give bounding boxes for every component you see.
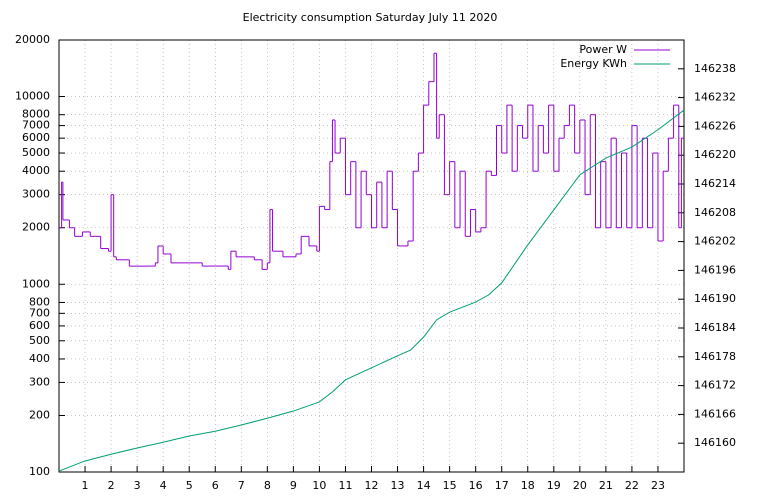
y2-tick-label: 146184: [694, 321, 736, 334]
x-tick-label: 15: [443, 479, 457, 492]
energy-line: [58, 109, 685, 472]
y2-tick-label: 146202: [694, 235, 736, 248]
x-tick-label: 1: [82, 479, 89, 492]
x-tick-label: 3: [134, 479, 141, 492]
x-tick-label: 10: [312, 479, 326, 492]
y2-tick-label: 146226: [694, 119, 736, 132]
y-tick-label: 400: [29, 352, 50, 365]
x-tick-label: 12: [365, 479, 379, 492]
x-tick-label: 14: [417, 479, 431, 492]
x-tick-label: 2: [108, 479, 115, 492]
y2-tick-label: 146208: [694, 206, 736, 219]
y-tick-label: 2000: [22, 221, 50, 234]
x-tick-label: 20: [573, 479, 587, 492]
chart-title: Electricity consumption Saturday July 11…: [243, 11, 498, 24]
y2-tick-label: 146172: [694, 379, 736, 392]
x-tick-label: 16: [469, 479, 483, 492]
y-tick-label: 6000: [22, 131, 50, 144]
x-tick-label: 8: [264, 479, 271, 492]
y-tick-label: 100: [29, 465, 50, 478]
y-tick-label: 200: [29, 408, 50, 421]
x-tick-label: 19: [547, 479, 561, 492]
x-tick-label: 6: [212, 479, 219, 492]
y-tick-label: 3000: [22, 188, 50, 201]
y2-tick-label: 146238: [694, 62, 736, 75]
x-tick-label: 5: [186, 479, 193, 492]
x-tick-label: 21: [599, 479, 613, 492]
y2-tick-label: 146232: [694, 91, 736, 104]
y2-tick-label: 146196: [694, 263, 736, 276]
y-tick-label: 500: [29, 334, 50, 347]
y-tick-label: 7000: [22, 119, 50, 132]
y-tick-label: 8000: [22, 108, 50, 121]
y-tick-label: 10000: [15, 90, 50, 103]
x-tick-label: 9: [290, 479, 297, 492]
y2-tick-label: 146160: [694, 436, 736, 449]
y-tick-label: 5000: [22, 146, 50, 159]
x-tick-label: 22: [625, 479, 639, 492]
x-tick-label: 23: [651, 479, 665, 492]
y-tick-label: 300: [29, 375, 50, 388]
y2-tick-label: 146166: [694, 407, 736, 420]
x-tick-label: 13: [391, 479, 405, 492]
plot-frame: [58, 39, 685, 473]
x-tick-label: 11: [338, 479, 352, 492]
y-tick-label: 600: [29, 319, 50, 332]
y2-tick-label: 146190: [694, 292, 736, 305]
y2-tick-label: 146214: [694, 177, 736, 190]
legend-label: Power W: [579, 43, 627, 56]
x-tick-label: 18: [521, 479, 535, 492]
legend-label: Energy KWh: [560, 57, 627, 70]
y2-tick-label: 146178: [694, 350, 736, 363]
y-tick-label: 800: [29, 295, 50, 308]
y-tick-label: 700: [29, 306, 50, 319]
x-tick-label: 7: [238, 479, 245, 492]
x-tick-label: 4: [160, 479, 167, 492]
y-tick-label: 20000: [15, 33, 50, 46]
y-tick-label: 1000: [22, 277, 50, 290]
y-tick-label: 4000: [22, 164, 50, 177]
y2-tick-label: 146220: [694, 148, 736, 161]
x-tick-label: 17: [495, 479, 509, 492]
